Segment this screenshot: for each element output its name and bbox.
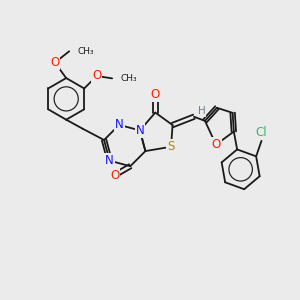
Text: O: O (92, 70, 101, 83)
Text: O: O (212, 138, 220, 151)
Text: S: S (167, 140, 175, 153)
Text: N: N (136, 124, 144, 137)
Text: CH₃: CH₃ (77, 47, 94, 56)
Text: Cl: Cl (255, 126, 267, 139)
Text: N: N (105, 154, 114, 167)
Text: O: O (50, 56, 59, 69)
Text: O: O (110, 169, 119, 182)
Text: H: H (197, 106, 205, 116)
Text: N: N (115, 118, 124, 131)
Text: O: O (151, 88, 160, 100)
Text: CH₃: CH₃ (121, 74, 137, 83)
